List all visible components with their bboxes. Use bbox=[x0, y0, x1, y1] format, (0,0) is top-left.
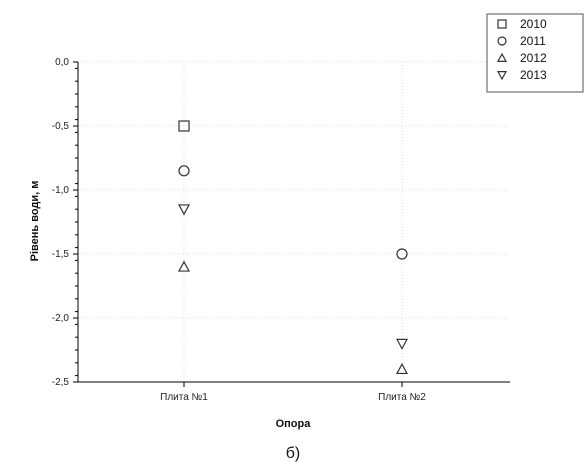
legend: 2010 2011 2012 2013 bbox=[486, 13, 584, 93]
grid-layer bbox=[78, 61, 510, 382]
legend-label-2011: 2011 bbox=[520, 34, 546, 48]
point-2012-2 bbox=[395, 362, 409, 375]
x-tick-label-1: Плита №2 bbox=[378, 392, 426, 403]
point-2013-2 bbox=[395, 338, 409, 350]
legend-label-2012: 2012 bbox=[520, 51, 547, 65]
legend-marker-2010 bbox=[497, 19, 507, 29]
y-tick-label-4: -2,0 bbox=[52, 313, 70, 324]
ticks-layer: 0,0 -0,5 -1,0 -1,5 -2,0 -2,5 Плита №1 Плита №2 bbox=[52, 57, 427, 403]
y-tick-label-5: -2,5 bbox=[52, 377, 70, 388]
legend-label-2013: 2013 bbox=[520, 68, 547, 82]
x-axis-title: Опора bbox=[276, 418, 312, 430]
points-layer bbox=[177, 120, 409, 375]
y-tick-label-2: -1,0 bbox=[52, 185, 70, 196]
point-2011-1 bbox=[178, 165, 190, 177]
point-2013-1 bbox=[177, 204, 191, 216]
point-2011-2 bbox=[396, 248, 408, 260]
y-tick-label-3: -1,5 bbox=[52, 249, 70, 260]
point-2010-1 bbox=[178, 120, 190, 132]
legend-marker-2011 bbox=[497, 36, 507, 46]
legend-label-2010: 2010 bbox=[520, 17, 547, 31]
figure-caption: б) bbox=[286, 445, 301, 462]
x-tick-label-0: Плита №1 bbox=[160, 392, 208, 403]
y-tick-label-1: -0,5 bbox=[52, 121, 70, 132]
legend-box bbox=[486, 13, 584, 93]
point-2012-1 bbox=[177, 260, 191, 272]
y-axis-title: Рівень води, м bbox=[29, 181, 41, 262]
legend-marker-2013 bbox=[496, 70, 508, 81]
y-tick-label-0: 0,0 bbox=[55, 57, 69, 68]
legend-marker-2012 bbox=[496, 52, 508, 63]
axes-layer bbox=[77, 62, 510, 383]
